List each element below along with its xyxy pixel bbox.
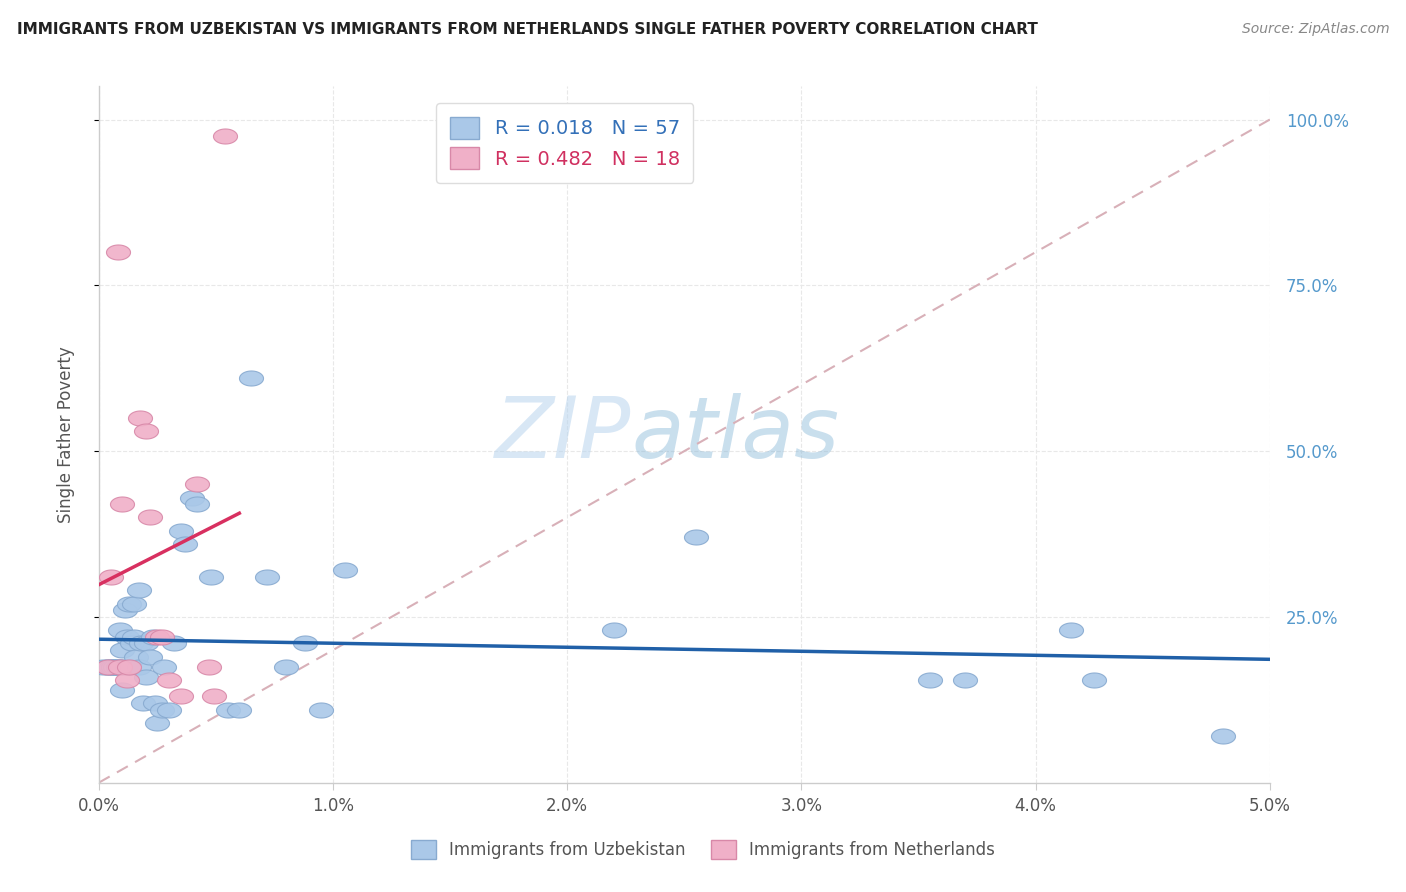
Point [139, 510, 162, 524]
Point [111, 659, 134, 673]
Point [128, 659, 150, 673]
Point [157, 673, 180, 687]
Point [146, 716, 169, 731]
Text: ZIP: ZIP [495, 393, 631, 476]
Point [111, 682, 134, 697]
Point [685, 530, 707, 544]
Point [97, 659, 120, 673]
Point [114, 603, 136, 617]
Point [93, 659, 115, 673]
Point [143, 696, 166, 710]
Point [111, 643, 134, 657]
Point [107, 245, 129, 260]
Point [97, 659, 120, 673]
Legend: Immigrants from Uzbekistan, Immigrants from Netherlands: Immigrants from Uzbekistan, Immigrants f… [402, 831, 1004, 868]
Point [170, 524, 193, 538]
Point [1060, 623, 1083, 637]
Y-axis label: Single Father Poverty: Single Father Poverty [58, 346, 75, 523]
Point [139, 649, 162, 664]
Point [186, 497, 208, 511]
Point [122, 597, 145, 611]
Point [135, 636, 157, 650]
Point [121, 636, 143, 650]
Point [100, 659, 122, 673]
Point [217, 703, 239, 717]
Point [163, 636, 186, 650]
Text: Source: ZipAtlas.com: Source: ZipAtlas.com [1241, 22, 1389, 37]
Point [129, 636, 152, 650]
Point [276, 659, 298, 673]
Point [115, 673, 138, 687]
Point [118, 597, 141, 611]
Point [101, 659, 124, 673]
Point [122, 630, 145, 644]
Point [142, 630, 165, 644]
Point [128, 583, 150, 598]
Point [115, 659, 138, 673]
Point [135, 669, 157, 683]
Point [107, 659, 129, 673]
Point [108, 659, 131, 673]
Point [333, 564, 356, 578]
Point [186, 477, 208, 491]
Point [125, 649, 148, 664]
Point [1083, 673, 1105, 687]
Point [240, 371, 263, 385]
Point [228, 703, 250, 717]
Point [311, 703, 333, 717]
Point [108, 623, 131, 637]
Point [170, 690, 193, 704]
Point [955, 673, 977, 687]
Point [174, 537, 197, 551]
Point [118, 659, 141, 673]
Point [198, 659, 221, 673]
Point [118, 659, 141, 673]
Point [146, 630, 169, 644]
Point [214, 129, 236, 144]
Point [100, 570, 122, 584]
Legend: R = 0.018   N = 57, R = 0.482   N = 18: R = 0.018 N = 57, R = 0.482 N = 18 [436, 103, 693, 183]
Point [135, 424, 157, 438]
Point [111, 497, 134, 511]
Point [128, 411, 150, 425]
Point [150, 703, 173, 717]
Point [108, 659, 131, 673]
Point [101, 659, 124, 673]
Point [603, 623, 626, 637]
Point [1212, 729, 1234, 743]
Point [202, 690, 225, 704]
Point [150, 630, 173, 644]
Text: IMMIGRANTS FROM UZBEKISTAN VS IMMIGRANTS FROM NETHERLANDS SINGLE FATHER POVERTY : IMMIGRANTS FROM UZBEKISTAN VS IMMIGRANTS… [17, 22, 1038, 37]
Text: atlas: atlas [631, 393, 839, 476]
Point [200, 570, 222, 584]
Point [181, 491, 204, 505]
Point [107, 659, 129, 673]
Point [97, 659, 120, 673]
Point [115, 630, 138, 644]
Point [153, 659, 176, 673]
Point [132, 696, 155, 710]
Point [256, 570, 278, 584]
Point [157, 703, 180, 717]
Point [920, 673, 942, 687]
Point [294, 636, 316, 650]
Point [104, 659, 127, 673]
